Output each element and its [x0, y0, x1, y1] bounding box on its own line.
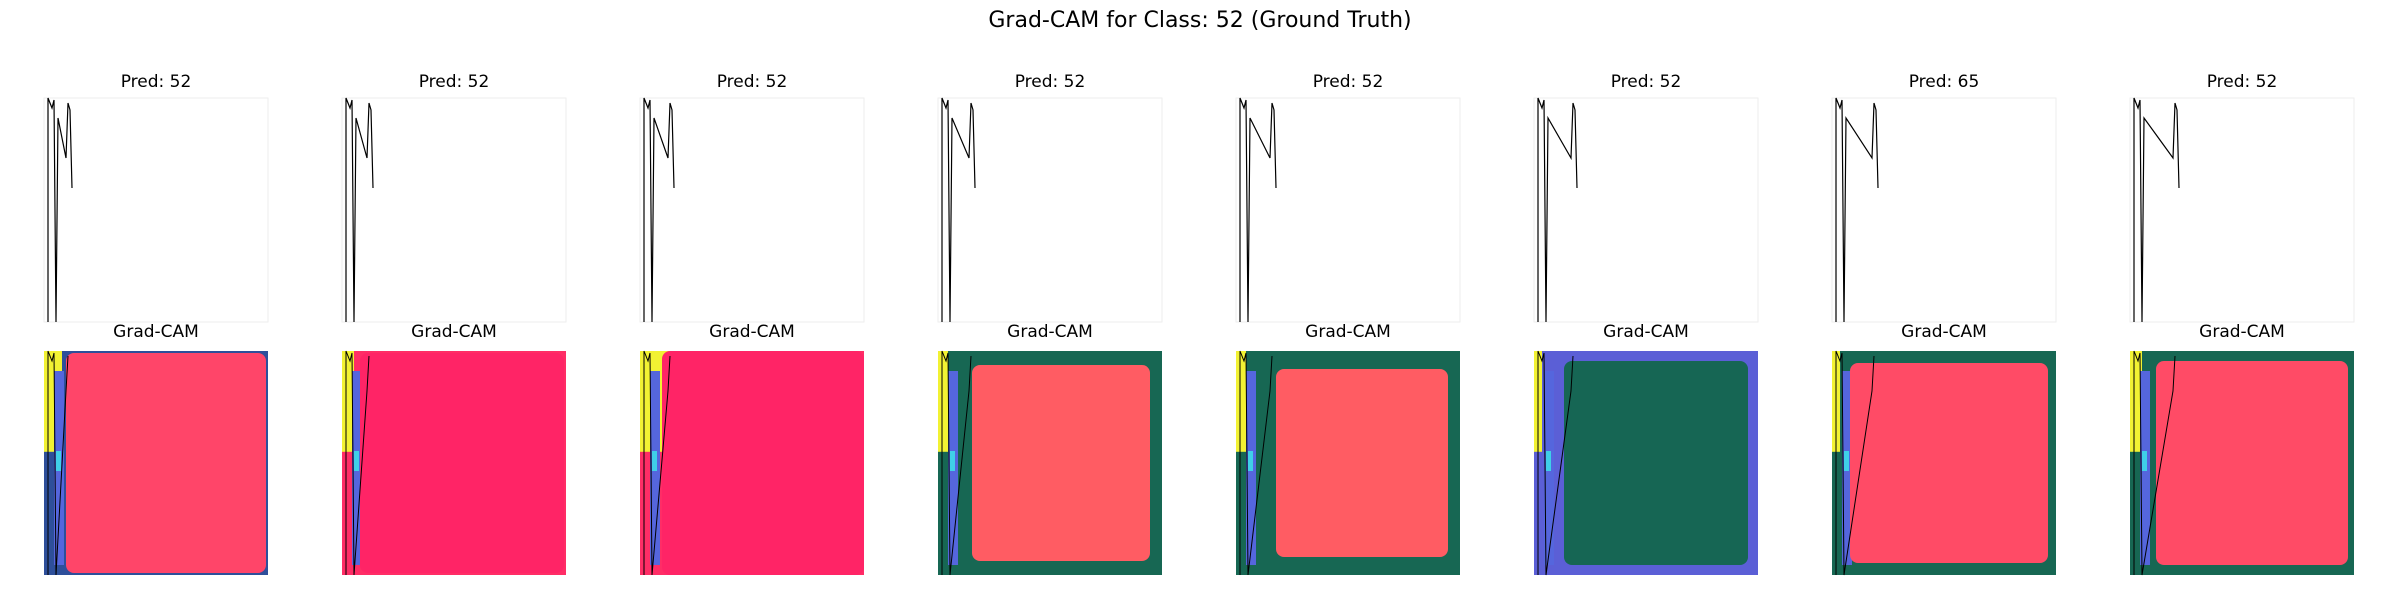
heatmap-yellow	[938, 351, 948, 452]
heatmap-cyan	[56, 451, 61, 471]
panel: Pred: 52 Grad-CAM	[1533, 72, 1759, 576]
cam-trace	[643, 350, 671, 576]
heatmap-core	[972, 365, 1150, 561]
panel: Pred: 52 Grad-CAM	[341, 72, 567, 576]
panel: Pred: 52 Grad-CAM	[937, 72, 1163, 576]
cam-label: Grad-CAM	[1007, 322, 1093, 342]
input-image	[1533, 97, 1759, 323]
signal-trace	[345, 97, 374, 323]
pred-label: Pred: 52	[419, 72, 490, 92]
cam-label: Grad-CAM	[411, 322, 497, 342]
cam-trace	[1239, 350, 1273, 576]
heatmap-cyan	[652, 451, 657, 471]
heatmap-cyan	[2142, 451, 2147, 471]
heatmap-cyan	[354, 451, 359, 471]
signal-trace	[2133, 97, 2180, 323]
pred-label: Pred: 52	[717, 72, 788, 92]
heatmap-cyan	[950, 451, 955, 471]
heatmap-core	[1850, 363, 2048, 563]
heatmap-core	[1564, 361, 1748, 565]
heatmap-core	[2156, 361, 2348, 565]
pred-label: Pred: 52	[2207, 72, 2278, 92]
signal-trace	[47, 97, 73, 323]
input-image	[341, 97, 567, 323]
heatmap-cyan	[1248, 451, 1253, 471]
pred-label: Pred: 52	[121, 72, 192, 92]
heatmap-cyan	[1546, 451, 1551, 471]
input-image	[43, 97, 269, 323]
signal-trace	[643, 97, 675, 323]
panel: Pred: 52 Grad-CAM	[639, 72, 865, 576]
pred-label: Pred: 65	[1909, 72, 1980, 92]
input-image	[639, 97, 865, 323]
cam-trace	[47, 350, 69, 576]
signal-trace	[1835, 97, 1879, 323]
panel: Pred: 52 Grad-CAM	[1235, 72, 1461, 576]
heatmap-yellow	[342, 351, 354, 452]
signal-trace	[941, 97, 976, 323]
heatmap-core	[66, 353, 266, 573]
cam-trace	[345, 350, 370, 576]
cam-trace	[1835, 350, 1875, 576]
heatmap-cyan	[1844, 451, 1849, 471]
pred-label: Pred: 52	[1313, 72, 1384, 92]
cam-label: Grad-CAM	[2199, 322, 2285, 342]
panel: Pred: 52 Grad-CAM	[2129, 72, 2355, 576]
pred-label: Pred: 52	[1611, 72, 1682, 92]
cam-label: Grad-CAM	[1603, 322, 1689, 342]
cam-label: Grad-CAM	[709, 322, 795, 342]
heatmap-yellow	[1236, 351, 1246, 452]
heatmap-core	[1276, 369, 1448, 557]
heatmap-core	[662, 351, 864, 575]
panel: Pred: 65 Grad-CAM	[1831, 72, 2057, 576]
cam-trace	[2133, 350, 2176, 576]
input-image	[1235, 97, 1461, 323]
signal-trace	[1239, 97, 1277, 323]
panel: Pred: 52 Grad-CAM	[43, 72, 269, 576]
heatmap-core	[360, 353, 564, 573]
input-image	[2129, 97, 2355, 323]
input-image	[937, 97, 1163, 323]
cam-label: Grad-CAM	[113, 322, 199, 342]
signal-trace	[1537, 97, 1578, 323]
figure-title: Grad-CAM for Class: 52 (Ground Truth)	[988, 8, 1411, 33]
heatmap-yellow	[2130, 351, 2142, 452]
cam-trace	[1537, 350, 1574, 576]
cam-trace	[941, 350, 972, 576]
pred-label: Pred: 52	[1015, 72, 1086, 92]
input-image	[1831, 97, 2057, 323]
cam-label: Grad-CAM	[1305, 322, 1391, 342]
cam-label: Grad-CAM	[1901, 322, 1987, 342]
